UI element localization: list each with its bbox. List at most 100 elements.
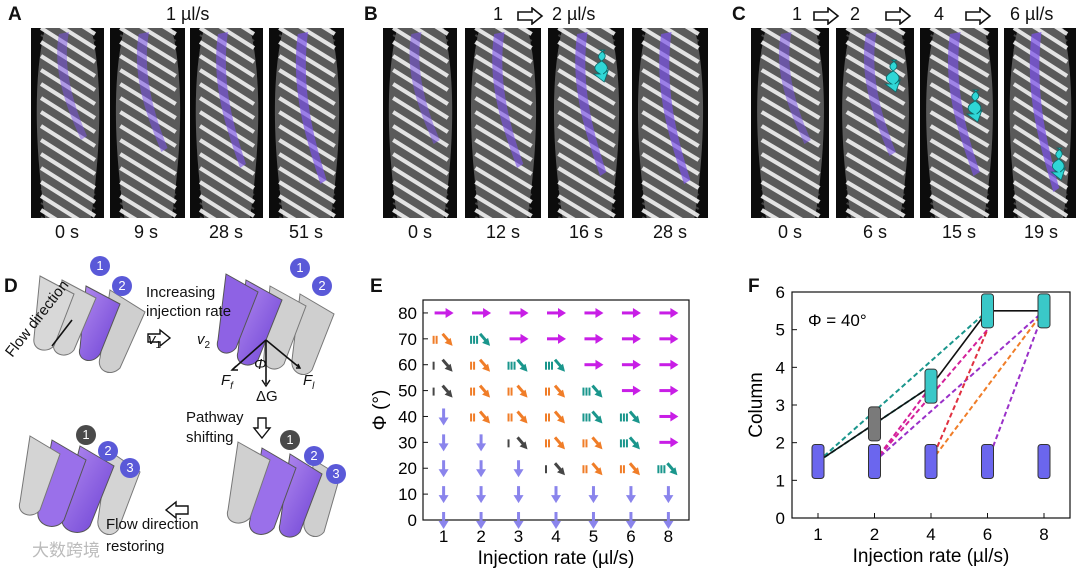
photo-strand bbox=[278, 152, 336, 190]
arrow-head bbox=[482, 389, 491, 398]
column-box bbox=[811, 444, 825, 479]
data-point bbox=[545, 358, 565, 372]
column-box bbox=[924, 368, 938, 404]
photo-strand bbox=[641, 54, 700, 92]
photo-strand bbox=[39, 166, 97, 204]
photo-strand bbox=[119, 138, 177, 176]
flow-shift-arrow-icon bbox=[1050, 147, 1066, 181]
photo-strand-shadow bbox=[761, 34, 820, 70]
y-tick-label: 30 bbox=[398, 433, 417, 452]
photo-texture bbox=[637, 28, 704, 218]
photo-strand bbox=[119, 194, 161, 218]
photo-strand bbox=[760, 28, 821, 64]
x-tick-label: 8 bbox=[1039, 525, 1048, 544]
photo-strand bbox=[198, 166, 256, 204]
data-point bbox=[582, 462, 603, 476]
photo-strand-shadow bbox=[119, 104, 177, 140]
data-point bbox=[619, 410, 640, 424]
photo-strand-shadow bbox=[474, 62, 533, 98]
diag-arrow-mark bbox=[478, 358, 488, 368]
photo-strand-shadow bbox=[392, 34, 449, 70]
photo-strand-shadow bbox=[40, 188, 89, 218]
photo-strand bbox=[845, 138, 906, 176]
photo-strand bbox=[119, 208, 138, 218]
photo-strand bbox=[474, 124, 533, 162]
x-tick-label: 2 bbox=[476, 527, 485, 546]
photo-strand-shadow bbox=[474, 202, 503, 218]
photo-strand-shadow bbox=[1013, 62, 1068, 98]
panel-d-diagram bbox=[18, 273, 340, 538]
photo-strand-shadow bbox=[119, 216, 124, 218]
photo-texture bbox=[115, 28, 181, 218]
photo-strand bbox=[119, 180, 177, 218]
panel-c-label: C bbox=[732, 4, 746, 25]
photo-strand-shadow bbox=[930, 216, 935, 218]
data-point bbox=[621, 359, 641, 370]
arrow-head bbox=[513, 521, 524, 529]
data-point bbox=[507, 436, 528, 450]
photo-strand bbox=[198, 54, 256, 92]
photo-strand-shadow bbox=[557, 188, 609, 218]
arrow-head bbox=[670, 385, 679, 396]
phi-label: Φ bbox=[254, 356, 267, 373]
diag-arrow-mark bbox=[441, 358, 450, 368]
photo-strand-shadow bbox=[761, 132, 820, 168]
panel-e-label: E bbox=[370, 276, 383, 297]
diag-arrow-mark bbox=[628, 410, 638, 420]
arrow-head bbox=[557, 415, 565, 424]
diag-arrow-mark bbox=[478, 332, 488, 342]
photo-strand-shadow bbox=[474, 146, 533, 182]
badge-2-stage3: 2 bbox=[304, 446, 324, 466]
photo-strand bbox=[1012, 152, 1069, 190]
x-axis-label: Injection rate (µl/s) bbox=[853, 546, 1010, 567]
diag-arrow-mark bbox=[553, 410, 563, 420]
photo-strand-shadow bbox=[1013, 76, 1068, 112]
arrow-head bbox=[632, 307, 641, 318]
arrow-head bbox=[663, 495, 674, 504]
photo-strand bbox=[760, 166, 821, 204]
chart-e: 0 10 20 30 40 50 60 70 80 1 2 3 4 5 6 8 Injection rate (… bbox=[370, 299, 690, 569]
photo-strand-shadow bbox=[846, 216, 851, 218]
photo-strand bbox=[474, 180, 533, 218]
arrow-head bbox=[594, 441, 603, 450]
panel-b-photo-1 bbox=[383, 28, 457, 218]
panel-f-label: F bbox=[748, 276, 760, 297]
photo-strand bbox=[474, 208, 493, 218]
fl-label: Fl bbox=[303, 372, 315, 392]
data-point bbox=[659, 385, 679, 396]
photo-strand-shadow bbox=[761, 188, 813, 218]
photo-strand bbox=[162, 28, 177, 36]
photo-strand bbox=[929, 166, 990, 204]
photo-strand-shadow bbox=[930, 62, 989, 98]
data-point bbox=[545, 384, 565, 398]
photo-strand bbox=[929, 138, 990, 176]
photo-strand-shadow bbox=[641, 132, 700, 168]
photo-strand-shadow bbox=[119, 146, 177, 182]
photo-strand bbox=[474, 40, 533, 78]
badge-1-stage1: 1 bbox=[90, 256, 110, 276]
photo-strand-shadow bbox=[278, 62, 336, 98]
column-box bbox=[981, 444, 994, 479]
arrow-head bbox=[482, 337, 491, 346]
x-tick-label: 1 bbox=[813, 525, 822, 544]
panel-b-time-2: 12 s bbox=[485, 222, 521, 242]
arrow-head bbox=[438, 469, 449, 478]
photo-strand-shadow bbox=[1013, 202, 1040, 218]
photo-strand-shadow bbox=[72, 28, 96, 42]
diag-arrow-mark bbox=[591, 462, 600, 472]
photo-strand-shadow bbox=[846, 174, 905, 210]
x-tick-label: 6 bbox=[626, 527, 635, 546]
photo-strand bbox=[119, 110, 177, 148]
photo-strand-shadow bbox=[392, 160, 449, 196]
y-tick-label: 0 bbox=[776, 509, 785, 528]
photo-texture bbox=[757, 28, 824, 218]
photo-strand-shadow bbox=[392, 132, 449, 168]
photo-strand-shadow bbox=[641, 160, 700, 196]
panel-b-photo-4 bbox=[632, 28, 708, 218]
panel-a-time-4: 51 s bbox=[288, 222, 324, 242]
diag-arrow-mark bbox=[628, 462, 638, 472]
photo-dye bbox=[492, 32, 524, 168]
photo-dye bbox=[57, 32, 87, 140]
photo-strand bbox=[278, 68, 336, 106]
data-point bbox=[509, 333, 529, 344]
